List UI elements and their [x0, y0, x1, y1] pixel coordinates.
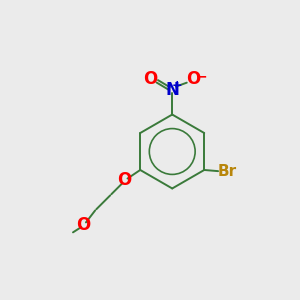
Text: +: + [172, 79, 183, 92]
Text: −: − [196, 69, 207, 83]
Text: O: O [143, 70, 157, 88]
Text: O: O [117, 171, 131, 189]
Text: Br: Br [217, 164, 236, 178]
Text: N: N [165, 81, 179, 99]
Text: O: O [187, 70, 201, 88]
Text: O: O [76, 216, 90, 234]
